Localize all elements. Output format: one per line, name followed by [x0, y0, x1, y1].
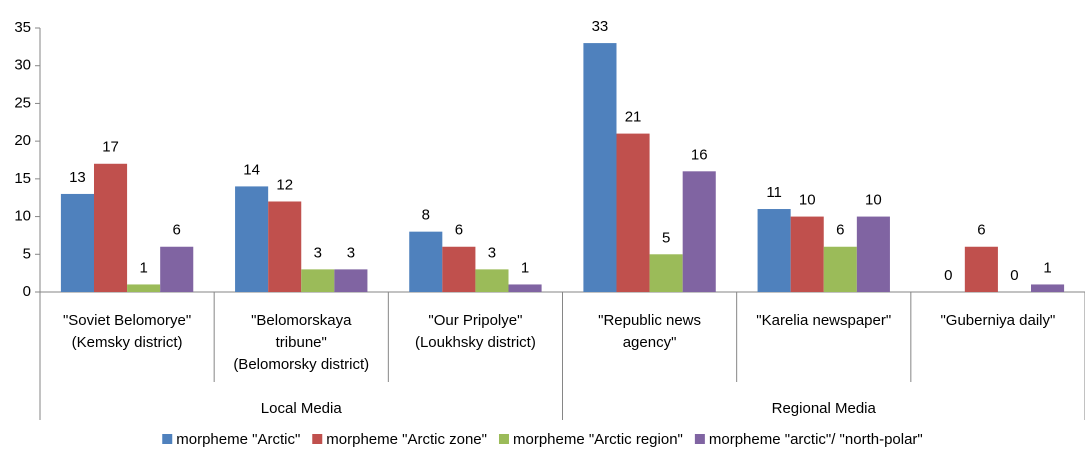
legend-label: morpheme "arctic"/ "north-polar" — [709, 431, 923, 448]
group-label: Local Media — [261, 400, 343, 417]
y-tick-label: 35 — [14, 19, 31, 36]
value-label: 5 — [662, 229, 670, 246]
value-label: 6 — [977, 222, 985, 239]
bar — [757, 209, 791, 292]
bar — [60, 193, 94, 292]
value-label: 1 — [521, 259, 529, 276]
legend-label: morpheme "Arctic region" — [513, 431, 683, 448]
value-label: 0 — [1010, 267, 1018, 284]
value-label: 12 — [276, 176, 293, 193]
bar — [301, 269, 335, 292]
legend-swatch — [694, 434, 705, 444]
y-tick-label: 20 — [14, 132, 31, 149]
bar — [508, 284, 542, 292]
bar — [616, 133, 650, 292]
value-label: 21 — [625, 109, 642, 126]
bar — [790, 216, 824, 292]
x-tick-label: (Kemsky district) — [72, 334, 183, 351]
value-label: 3 — [488, 244, 496, 261]
legend-label: morpheme "Arctic" — [176, 431, 300, 448]
legend-swatch — [162, 434, 173, 444]
x-tick-label: (Belomorsky district) — [233, 356, 369, 373]
value-label: 0 — [944, 267, 952, 284]
legend: morpheme "Arctic" morpheme "Arctic zone" m… — [162, 431, 923, 448]
bar — [334, 269, 368, 292]
legend-label: morpheme "Arctic zone" — [326, 431, 487, 448]
group-label: Regional Media — [772, 400, 877, 417]
value-label: 3 — [314, 244, 322, 261]
x-tick-label: tribune" — [276, 334, 327, 351]
bar — [583, 43, 617, 293]
x-tick-label: "Guberniya daily" — [940, 312, 1055, 329]
x-tick-label: "Karelia newspaper" — [756, 312, 891, 329]
legend-swatch — [312, 434, 323, 444]
value-label: 3 — [347, 244, 355, 261]
x-tick-label: agency" — [623, 334, 677, 351]
value-label: 8 — [422, 207, 430, 224]
y-tick-label: 5 — [23, 245, 31, 262]
value-label: 16 — [691, 146, 708, 163]
y-tick-label: 30 — [14, 57, 31, 74]
y-tick-label: 25 — [14, 94, 31, 111]
x-tick-label: (Loukhsky district) — [415, 334, 536, 351]
value-label: 1 — [1043, 259, 1051, 276]
x-tick-label: "Soviet Belomorye" — [63, 312, 191, 329]
bar — [442, 246, 476, 292]
value-label: 13 — [69, 169, 86, 186]
bar — [409, 231, 443, 292]
bar — [160, 246, 194, 292]
value-label: 33 — [592, 18, 609, 35]
value-label: 6 — [173, 222, 181, 239]
bar — [964, 246, 998, 292]
bar — [1031, 284, 1065, 292]
x-tick-label: "Our Pripolye" — [428, 312, 522, 329]
x-tick-label: "Belomorskaya — [251, 312, 352, 329]
bar — [475, 269, 509, 292]
x-tick-label: "Republic news — [598, 312, 701, 329]
y-tick-label: 15 — [14, 170, 31, 187]
bar — [127, 284, 161, 292]
legend-swatch — [498, 434, 509, 444]
value-label: 17 — [102, 139, 119, 156]
value-label: 11 — [766, 184, 782, 201]
value-label: 10 — [865, 192, 882, 209]
bar — [649, 254, 683, 292]
value-label: 1 — [139, 259, 147, 276]
value-label: 14 — [243, 161, 260, 178]
bar — [93, 163, 128, 292]
bar — [823, 246, 857, 292]
bar — [682, 171, 716, 292]
y-tick-label: 0 — [23, 283, 31, 300]
y-tick-label: 10 — [14, 208, 31, 225]
bar — [268, 201, 302, 292]
bar — [856, 216, 890, 292]
bar — [235, 186, 269, 292]
value-label: 6 — [836, 222, 844, 239]
value-label: 10 — [799, 192, 816, 209]
value-label: 6 — [455, 222, 463, 239]
